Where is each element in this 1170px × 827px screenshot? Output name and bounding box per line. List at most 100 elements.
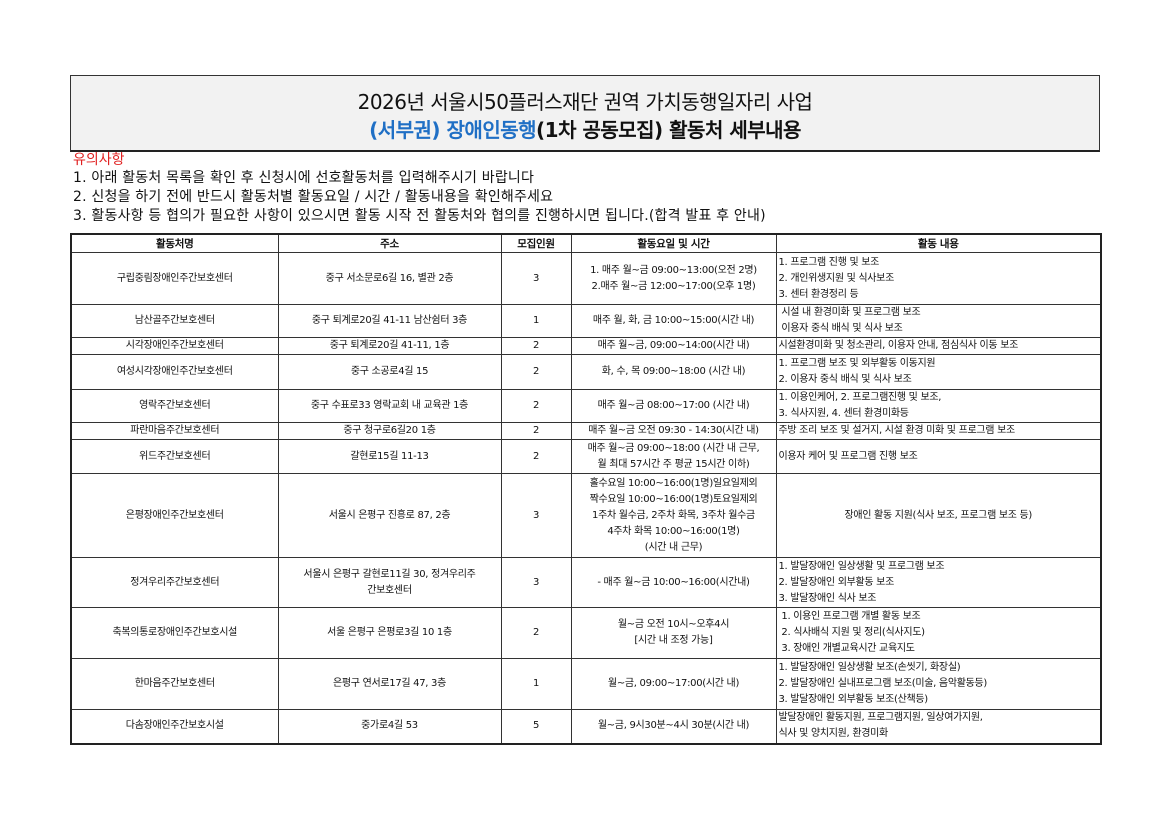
cell-activity-line: 이용자 중식 배식 및 식사 보조 [778,323,903,334]
cell-activity-line: 1. 이용인 프로그램 개별 활동 보조 [778,611,921,622]
cell-activity-line: 발달장애인 활동지원, 프로그램지원, 일상여가지원, [778,712,983,724]
cell-schedule-line: 매주 월~금, 09:00~14:00(시간 내) [597,340,750,351]
cell-recruit-count: 3 [500,557,572,608]
cell-activity: 시설환경미화 및 청소관리, 이용자 안내, 점심식사 이동 보조 [775,337,1102,355]
cell-site-name: 위드주간보호센터 [70,439,279,474]
cell-recruit-count: 2 [500,422,572,440]
cell-schedule: 화, 수, 목 09:00~18:00 (시간 내) [570,354,777,390]
cell-activity: 이용자 케어 및 프로그램 진행 보조 [775,439,1102,474]
title-line-1: 2026년 서울시50플러스재단 권역 가치동행일자리 사업 [357,90,813,114]
table-row: 남산골주간보호센터 중구 퇴계로20길 41-11 남산쉼터 3층 1 매주 월, 화… [70,304,1102,338]
header-address: 주소 [277,233,502,253]
table-row: 은평장애인주간보호센터 서울시 은평구 진흥로 87, 2층 3 홀수요일 10:00… [70,473,1102,558]
table-row: 여성시각장애인주간보호센터 중구 소공로4길 15 2 화, 수, 목 09:00~1… [70,354,1102,390]
cell-activity-line: 2. 발달장애인 외부활동 보조 [778,576,895,588]
cell-schedule-line: 매주 월, 화, 금 10:00~15:00(시간 내) [592,315,755,326]
cell-address-line: 중구 퇴계로20길 41-11 남산쉼터 3층 [311,315,468,326]
cell-schedule: 월~금, 09:00~17:00(시간 내) [570,658,777,710]
cell-activity: 1. 발달장애인 일상생활 및 프로그램 보조 2. 발달장애인 외부활동 보조 3… [775,557,1102,608]
cell-activity-line: 식사 및 양치지원, 환경미화 [778,728,889,740]
title-box: 2026년 서울시50플러스재단 권역 가치동행일자리 사업 (서부권) 장애인… [70,75,1100,152]
cell-schedule: - 매주 월~금 10:00~16:00(시간내) [570,557,777,608]
cell-activity-line: 시설 내 환경미화 및 프로그램 보조 [778,307,921,318]
cell-activity: 1. 프로그램 진행 및 보조 2. 개인위생지원 및 식사보조 3. 센터 환경정… [775,252,1102,305]
table-header-row: 활동처명 주소 모집인원 활동요일 및 시간 활동 내용 [70,233,1102,253]
cell-schedule: 매주 월, 화, 금 10:00~15:00(시간 내) [570,304,777,338]
title-line-2: (서부권) 장애인동행(1차 공동모집) 활동처 세부내용 [71,114,1099,143]
cell-site-name: 남산골주간보호센터 [70,304,279,338]
cell-address-line: 서울시 은평구 갈현로11길 30, 정겨우리주 [303,568,476,580]
cell-activity: 발달장애인 활동지원, 프로그램지원, 일상여가지원, 식사 및 양치지원, 환경… [775,709,1102,744]
cell-recruit-count: 2 [500,439,572,474]
cell-schedule-line: [시간 내 조정 가능] [634,635,713,646]
table-row: 위드주간보호센터 갈현로15길 11-13 2 매주 월~금 09:00~18:00 … [70,439,1102,474]
cell-activity-line: 장애인 활동 지원(식사 보조, 프로그램 보조 등) [844,509,1033,521]
cell-recruit-count: 3 [500,473,572,558]
cell-address-line: 중구 청구로6길20 1층 [343,425,436,436]
cell-site-name: 파란마음주간보호센터 [70,422,279,440]
cell-activity-line: 2. 식사배식 지원 및 정리(식사지도) [778,627,925,638]
cell-address: 서울시 은평구 진흥로 87, 2층 [277,473,502,558]
cell-schedule-line: 2.매주 월~금 12:00~17:00(오후 1명) [591,280,756,292]
cell-activity-line: 주방 조리 보조 및 설거지, 시설 환경 미화 및 프로그램 보조 [778,425,1016,436]
cell-site-name: 축복의통로장애인주간보호시설 [70,607,279,659]
cell-schedule: 1. 매주 월~금 09:00~13:00(오전 2명) 2.매주 월~금 12:… [570,252,777,305]
cell-schedule-line: 홀수요일 10:00~16:00(1명)일요일제외 [589,477,758,489]
cell-schedule-line: 매주 월~금 오전 09:30 - 14:30(시간 내) [588,425,759,436]
title-region: (서부권) 장애인동행 [369,118,537,142]
cell-schedule-line: 월~금, 09:00~17:00(시간 내) [607,678,740,689]
table-row: 구립중림장애인주간보호센터 중구 서소문로6길 16, 별관 2층 3 1. 매주 월… [70,252,1102,305]
cell-site-name: 영락주간보호센터 [70,389,279,423]
cell-schedule-line: 월 최대 57시간 주 평균 15시간 이하) [597,458,750,470]
cell-address: 중구 소공로4길 15 [277,354,502,390]
cell-activity: 1. 프로그램 보조 및 외부활동 이동지원 2. 이용자 중식 배식 및 식사 … [775,354,1102,390]
cell-recruit-count: 2 [500,337,572,355]
cell-activity-line: 2. 발달장애인 실내프로그램 보조(미술, 음악활동등) [778,678,988,689]
cell-activity-line: 3. 센터 환경정리 등 [778,288,859,300]
header-site-name: 활동처명 [70,233,279,253]
cell-schedule-line: 짝수요일 10:00~16:00(1명)토요일제외 [589,493,758,505]
cell-activity: 1. 발달장애인 일상생활 보조(손씻기, 화장실) 2. 발달장애인 실내프로그… [775,658,1102,710]
cell-schedule-line: 매주 월~금 08:00~17:00 (시간 내) [597,400,750,411]
cell-address-line: 중구 서소문로6길 16, 별관 2층 [325,272,454,284]
notes-title: 유의사항 [73,152,125,168]
cell-activity-line: 3. 식사지원, 4. 센터 환경미화등 [778,408,909,419]
cell-activity: 시설 내 환경미화 및 프로그램 보조 이용자 중식 배식 및 식사 보조 [775,304,1102,338]
note-item: 3. 활동사항 등 협의가 필요한 사항이 있으시면 활동 시작 전 활동처와 … [73,208,766,224]
cell-activity: 1. 이용인 프로그램 개별 활동 보조 2. 식사배식 지원 및 정리(식사지… [775,607,1102,659]
title-rest: (1차 공동모집) 활동처 세부내용 [536,118,801,142]
cell-recruit-count: 1 [500,304,572,338]
cell-site-name: 여성시각장애인주간보호센터 [70,354,279,390]
cell-address: 갈현로15길 11-13 [277,439,502,474]
cell-schedule-line: (시간 내 근무) [644,541,703,553]
table-row: 영락주간보호센터 중구 수표로33 영락교회 내 교육관 1층 2 매주 월~금 08… [70,389,1102,423]
cell-schedule-line: 화, 수, 목 09:00~18:00 (시간 내) [601,366,746,377]
cell-schedule: 매주 월~금 08:00~17:00 (시간 내) [570,389,777,423]
cell-address-line: 간보호센터 [367,584,412,596]
cell-address: 중구 퇴계로20길 41-11 남산쉼터 3층 [277,304,502,338]
cell-activity: 장애인 활동 지원(식사 보조, 프로그램 보조 등) [775,473,1102,558]
cell-site-name: 한마음주간보호센터 [70,658,279,710]
cell-address: 중구 청구로6길20 1층 [277,422,502,440]
cell-activity-line: 이용자 케어 및 프로그램 진행 보조 [778,450,918,462]
cell-activity-line: 1. 발달장애인 일상생활 보조(손씻기, 화장실) [778,662,961,673]
cell-schedule: 월~금, 9시30분~4시 30분(시간 내) [570,709,777,744]
cell-activity-line: 1. 프로그램 진행 및 보조 [778,256,880,268]
cell-address: 중구 수표로33 영락교회 내 교육관 1층 [277,389,502,423]
cell-recruit-count: 3 [500,252,572,305]
cell-address: 은평구 연서로17길 47, 3층 [277,658,502,710]
cell-address-line: 은평구 연서로17길 47, 3층 [332,678,447,689]
cell-activity-line: 1. 발달장애인 일상생활 및 프로그램 보조 [778,560,945,572]
cell-activity-line: 3. 발달장애인 식사 보조 [778,592,877,604]
cell-schedule-line: 월~금 오전 10시~오후4시 [617,619,730,630]
header-recruit-count: 모집인원 [500,233,572,253]
cell-site-name: 시각장애인주간보호센터 [70,337,279,355]
cell-address-line: 중구 퇴계로20길 41-11, 1층 [329,340,450,351]
cell-recruit-count: 5 [500,709,572,744]
table-body: 구립중림장애인주간보호센터 중구 서소문로6길 16, 별관 2층 3 1. 매주 월… [70,252,1102,744]
table-row: 정겨우리주간보호센터 서울시 은평구 갈현로11길 30, 정겨우리주 간보호센터 3… [70,557,1102,608]
cell-activity-line: 시설환경미화 및 청소관리, 이용자 안내, 점심식사 이동 보조 [778,340,1019,351]
cell-schedule: 월~금 오전 10시~오후4시 [시간 내 조정 가능] [570,607,777,659]
cell-address-line: 중구 소공로4길 15 [350,366,429,377]
